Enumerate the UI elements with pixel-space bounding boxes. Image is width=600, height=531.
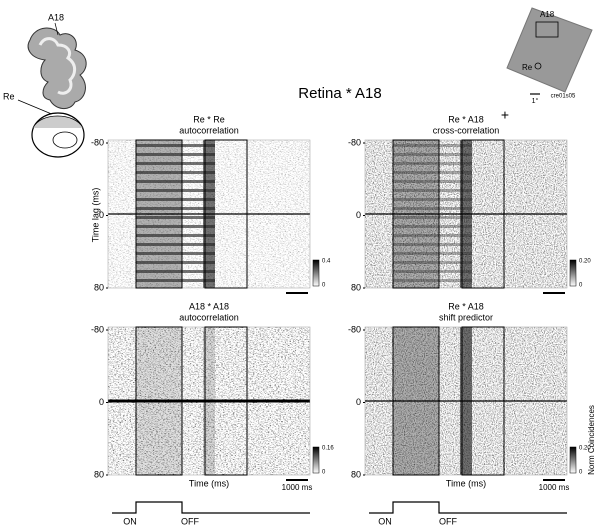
y-tick-label: 80: [351, 282, 361, 292]
scale-bar-label: 1000 ms: [282, 483, 313, 492]
y-tick-label: 0: [356, 210, 361, 220]
panel-title: Re * A18: [448, 114, 484, 124]
colorbar-tick-label: 0.20: [579, 259, 591, 265]
map-scale-label: 1°: [532, 97, 539, 105]
stim-box: [135, 139, 183, 289]
stim-box: [461, 326, 505, 476]
correlogram: [107, 139, 311, 289]
y-tick-label: 0: [99, 397, 104, 407]
x-axis-label: Time (ms): [189, 478, 229, 488]
stim-box: [135, 326, 183, 476]
correlogram: [364, 139, 568, 289]
panel-subtitle: autocorrelation: [179, 125, 239, 135]
colorbar-tick-label: 0: [322, 470, 326, 476]
colorbar: [569, 446, 577, 474]
stimulus-off-label: OFF: [181, 516, 199, 526]
colorbar: [569, 259, 577, 287]
y-tick-label: -80: [91, 137, 104, 147]
stimulus-on-label: ON: [378, 516, 392, 526]
map-eye-label: Re: [522, 63, 533, 72]
colorbar-tick-label: 0: [579, 470, 583, 476]
correlogram: [364, 326, 568, 476]
colorbar-tick-label: 0.20: [579, 446, 591, 452]
colorbar-tick-label: 0: [579, 283, 583, 289]
y-tick-label: 80: [94, 282, 104, 292]
panel-title: Re * Re: [193, 114, 225, 124]
panel-subtitle: shift predictor: [439, 312, 493, 322]
rf-map: [506, 7, 593, 95]
stim-box: [204, 139, 248, 289]
colorbar-tick-label: 0.16: [322, 446, 334, 452]
y-tick-label: 80: [351, 469, 361, 479]
colorbar: [312, 259, 320, 287]
panel-subtitle: autocorrelation: [179, 312, 239, 322]
panel-subtitle: cross-correlation: [433, 125, 500, 135]
anatomy-area-label: A18: [48, 12, 64, 22]
stimulus-trace: [112, 501, 567, 514]
y-tick-label: -80: [348, 324, 361, 334]
stim-box: [392, 326, 440, 476]
anatomy-eye-label: Re: [3, 91, 15, 101]
panel-title: Re * A18: [448, 301, 484, 311]
stim-box: [392, 139, 440, 289]
colorbar-axis-label: Norm Coincidences: [587, 405, 596, 475]
correlogram: [107, 326, 311, 476]
y-tick-label: -80: [91, 324, 104, 334]
colorbar-tick-label: 0.4: [322, 259, 331, 265]
y-axis-label: Time lag (ms): [90, 188, 100, 243]
stimulus-on-label: ON: [123, 516, 137, 526]
panel-title: A18 * A18: [189, 301, 229, 311]
stim-box: [461, 139, 505, 289]
y-tick-label: 0: [99, 210, 104, 220]
x-axis-label: Time (ms): [446, 478, 486, 488]
y-tick-label: 80: [94, 469, 104, 479]
map-area-label: A18: [540, 10, 555, 19]
stim-box: [204, 326, 248, 476]
cross-mark: +: [501, 107, 509, 123]
figure-title: Retina * A18: [298, 85, 381, 102]
y-tick-label: 0: [356, 397, 361, 407]
stimulus-off-label: OFF: [439, 516, 457, 526]
y-tick-label: -80: [348, 137, 361, 147]
colorbar: [312, 446, 320, 474]
colorbar-tick-label: 0: [322, 283, 326, 289]
scale-bar-label: 1000 ms: [539, 483, 570, 492]
anatomy-drawing: [17, 22, 87, 158]
map-file-id: cre01s05: [551, 94, 576, 100]
